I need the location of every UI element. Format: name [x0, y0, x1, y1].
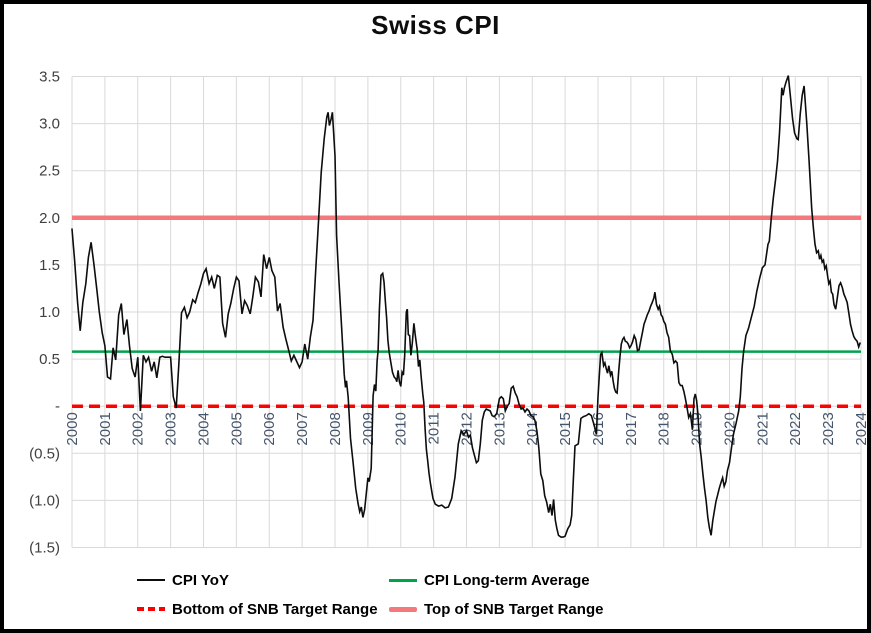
legend-label-target-top: Top of SNB Target Range — [424, 600, 604, 618]
plot-area: 3.5 3.0 2.5 2.0 1.5 1.0 0.5 - (0.5) (1.0) (1.5) 200… — [29, 69, 870, 557]
legend-item-target-top: Top of SNB Target Range — [389, 599, 603, 619]
y-axis-tick-label: 0.5 — [39, 351, 60, 368]
x-axis-tick-label: 2005 — [228, 412, 245, 445]
x-axis-tick-label: 2000 — [64, 412, 81, 445]
legend-label-cpi-yoy: CPI YoY — [172, 571, 229, 589]
y-axis-tick-label: 1.5 — [39, 257, 60, 274]
x-axis-tick-label: 2024 — [853, 412, 870, 445]
legend-item-target-bottom: Bottom of SNB Target Range — [137, 599, 378, 619]
x-axis-tick-label: 2022 — [787, 412, 804, 445]
y-axis-tick-label: 3.0 — [39, 116, 60, 133]
x-axis-tick-label: 2003 — [163, 412, 180, 445]
x-axis-tick-label: 2016 — [590, 412, 607, 445]
y-axis-tick-label: (1.0) — [29, 492, 60, 509]
target-bottom-line-swatch — [137, 607, 165, 611]
x-axis-tick-label: 2020 — [722, 412, 739, 445]
legend-item-cpi-yoy: CPI YoY — [137, 570, 229, 590]
x-axis-tick-label: 2023 — [820, 412, 837, 445]
y-axis-tick-label: (1.5) — [29, 540, 60, 557]
legend-label-target-bottom: Bottom of SNB Target Range — [172, 600, 378, 618]
x-axis-tick-label: 2002 — [130, 412, 147, 445]
y-axis-tick-label: - — [55, 398, 60, 415]
y-axis-tick-label: 1.0 — [39, 304, 60, 321]
legend-label-long-term-average: CPI Long-term Average — [424, 571, 590, 589]
x-axis-tick-label: 2012 — [459, 412, 476, 445]
x-axis-tick-label: 2004 — [196, 412, 213, 445]
x-axis-tick-label: 2009 — [360, 412, 377, 445]
x-axis-tick-label: 2011 — [426, 412, 443, 444]
cpi-yoy-line-swatch — [137, 579, 165, 581]
y-axis-tick-label: 2.5 — [39, 163, 60, 180]
y-axis-tick-label: 2.0 — [39, 210, 60, 227]
x-axis-tick-label: 2007 — [294, 412, 311, 445]
x-axis-tick-label: 2021 — [754, 412, 771, 445]
long-term-average-line-swatch — [389, 578, 417, 582]
x-axis-tick-label: 2013 — [491, 412, 508, 445]
x-axis-tick-label: 2008 — [327, 412, 344, 445]
x-axis-tick-label: 2017 — [623, 412, 640, 445]
y-axis-tick-label: (0.5) — [29, 445, 60, 462]
x-axis-tick-label: 2010 — [393, 412, 410, 445]
x-axis-tick-label: 2018 — [656, 412, 673, 445]
chart-title: Swiss CPI — [371, 10, 500, 40]
x-axis-tick-label: 2001 — [97, 412, 114, 445]
x-axis-tick-label: 2006 — [261, 412, 278, 445]
cpi-yoy-series-line — [71, 75, 861, 538]
y-axis-tick-label: 3.5 — [39, 69, 60, 86]
legend-item-long-term-average: CPI Long-term Average — [389, 570, 590, 590]
x-axis-tick-label: 2015 — [557, 412, 574, 445]
target-top-line-swatch — [389, 606, 417, 612]
